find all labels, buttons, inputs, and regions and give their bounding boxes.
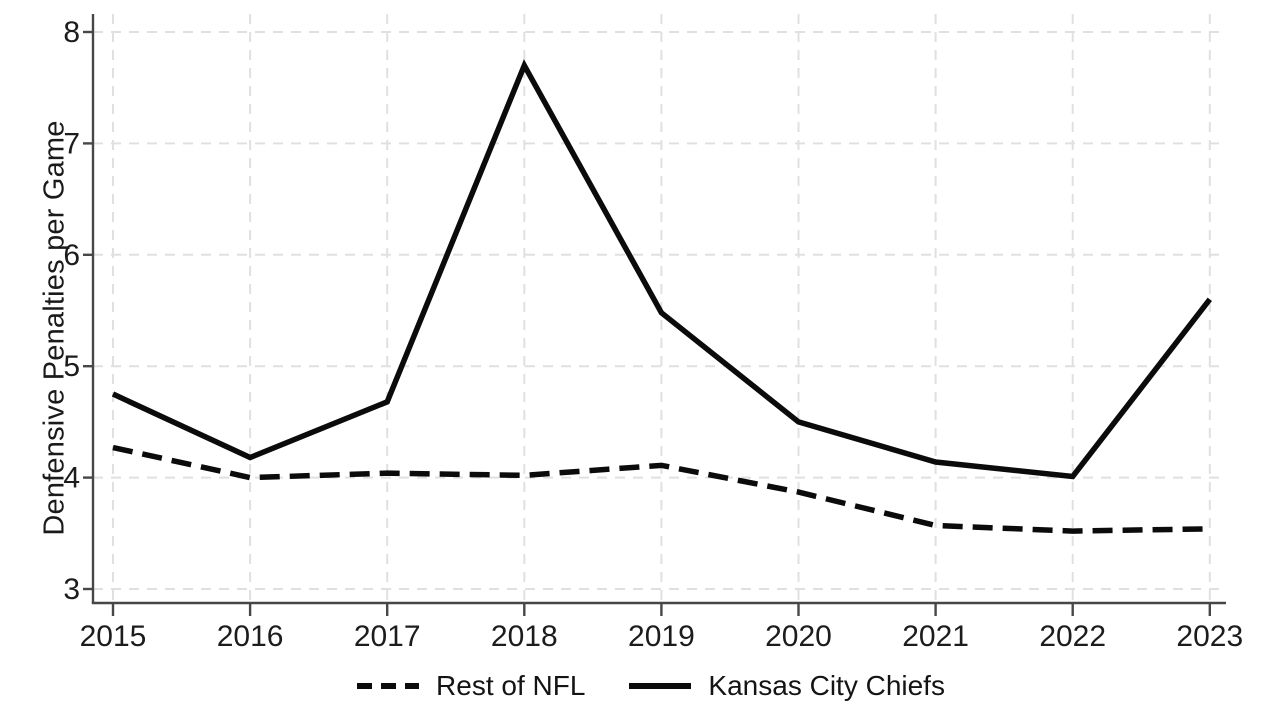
- legend-label-rest-of-nfl: Rest of NFL: [436, 670, 586, 701]
- legend-entry-rest-of-nfl: Rest of NFL: [357, 670, 585, 702]
- y-tick-label: 8: [63, 16, 80, 49]
- tick-labels: 3 4 5 6 7 8 2015 2016 2017 2018 2019 2020 2021 2022 20…: [63, 16, 1243, 653]
- y-tick-label: 7: [63, 127, 80, 160]
- axes: [83, 14, 1226, 616]
- x-tick-label: 2017: [354, 620, 421, 653]
- x-tick-label: 2015: [80, 620, 147, 653]
- series-line-rest-of-nfl: [112, 444, 1210, 534]
- legend: Rest of NFL Kansas City Chiefs: [11, 662, 1280, 710]
- x-tick-label: 2018: [491, 620, 558, 653]
- y-tick-label: 6: [63, 239, 80, 272]
- y-tick-label: 3: [63, 573, 80, 606]
- series-line-kansas-city-chiefs: [111, 59, 1212, 480]
- x-tick-label: 2023: [1176, 620, 1243, 653]
- x-tick-label: 2021: [902, 620, 969, 653]
- x-tick-label: 2022: [1039, 620, 1106, 653]
- chart-svg: 3 4 5 6 7 8 2015 2016 2017 2018 2019 2020 2021 2022 20…: [63, 14, 1243, 653]
- legend-label-kansas-city-chiefs: Kansas City Chiefs: [708, 670, 945, 701]
- y-axis-label: Denfensive Penalties per Game: [38, 120, 71, 536]
- gridlines: [93, 14, 1226, 603]
- dashed-line-swatch-icon: [357, 683, 420, 689]
- x-tick-label: 2020: [765, 620, 832, 653]
- solid-line-swatch-icon: [629, 683, 692, 689]
- x-tick-label: 2016: [217, 620, 284, 653]
- y-tick-label: 5: [63, 350, 80, 383]
- legend-entry-kansas-city-chiefs: Kansas City Chiefs: [629, 670, 945, 702]
- y-tick-label: 4: [63, 462, 80, 495]
- x-tick-label: 2019: [628, 620, 695, 653]
